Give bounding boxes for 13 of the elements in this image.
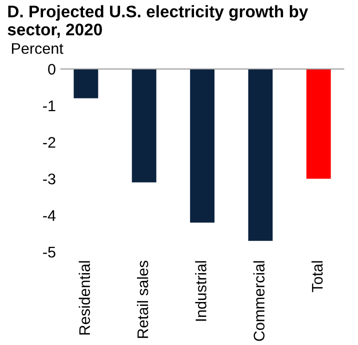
x-tick-label: Commercial (253, 261, 265, 341)
y-tick-label: -2 (43, 137, 56, 148)
x-tick-label: Residential (78, 261, 90, 335)
y-tick-label: -3 (43, 174, 56, 184)
y-tick-label: -1 (43, 100, 56, 112)
y-axis-title: Percent (12, 43, 64, 54)
x-tick-label: Industrial (195, 261, 206, 321)
y-tick-label: -5 (43, 246, 56, 258)
y-tick-label: -4 (43, 210, 56, 221)
y-tick-label: 0 (48, 64, 56, 75)
x-tick-label: Retail sales (136, 260, 148, 338)
x-tick-label: Total (311, 261, 323, 292)
chart-title: D. Projected U.S. electricity growth by sector, 2020 (8, 5, 308, 38)
